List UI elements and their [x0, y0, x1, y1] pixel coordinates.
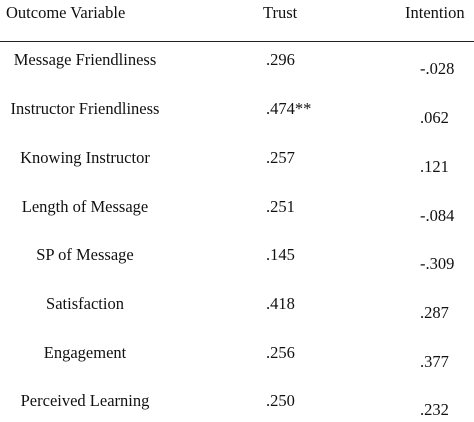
row-trust-value: .474** [266, 99, 312, 118]
row-intention-value: -.309 [420, 254, 455, 273]
row-intention-value: .232 [420, 400, 449, 419]
table-row: Perceived Learning .250 .232 [0, 389, 474, 419]
row-variable: Satisfaction [46, 294, 124, 313]
row-intention-value: -.028 [420, 59, 455, 78]
table-row: Satisfaction .418 .287 [0, 292, 474, 322]
row-trust-value: .257 [266, 148, 295, 167]
row-intention-value: .121 [420, 157, 449, 176]
header-trust: Trust [263, 3, 298, 22]
table-row: Length of Message .251 -.084 [0, 195, 474, 225]
row-variable: Knowing Instructor [20, 148, 150, 167]
row-intention-value: .377 [420, 352, 449, 371]
row-trust-value: .251 [266, 197, 295, 216]
table-row: Instructor Friendliness .474** .062 [0, 97, 474, 127]
row-trust-value: .256 [266, 343, 295, 362]
header-outcome-variable: Outcome Variable [6, 3, 126, 22]
row-variable: Engagement [43, 343, 127, 362]
row-intention-value: -.084 [420, 206, 455, 225]
row-variable: SP of Message [36, 245, 134, 264]
row-variable: Instructor Friendliness [10, 99, 160, 118]
header-intention: Intention [405, 3, 465, 22]
row-variable: Length of Message [21, 197, 149, 216]
table-row: Engagement .256 .377 [0, 341, 474, 371]
row-intention-value: .062 [420, 108, 449, 127]
row-trust-value: .296 [266, 50, 295, 69]
row-variable: Perceived Learning [20, 391, 150, 410]
table-row: Message Friendliness .296 -.028 [0, 48, 474, 78]
row-trust-value: .145 [266, 245, 295, 264]
row-trust-value: .418 [266, 294, 295, 313]
row-intention-value: .287 [420, 303, 449, 322]
header-divider [0, 41, 474, 42]
row-variable: Message Friendliness [13, 50, 157, 69]
table-row: Knowing Instructor .257 .121 [0, 146, 474, 176]
row-trust-value: .250 [266, 391, 295, 410]
table-row: SP of Message .145 -.309 [0, 243, 474, 273]
